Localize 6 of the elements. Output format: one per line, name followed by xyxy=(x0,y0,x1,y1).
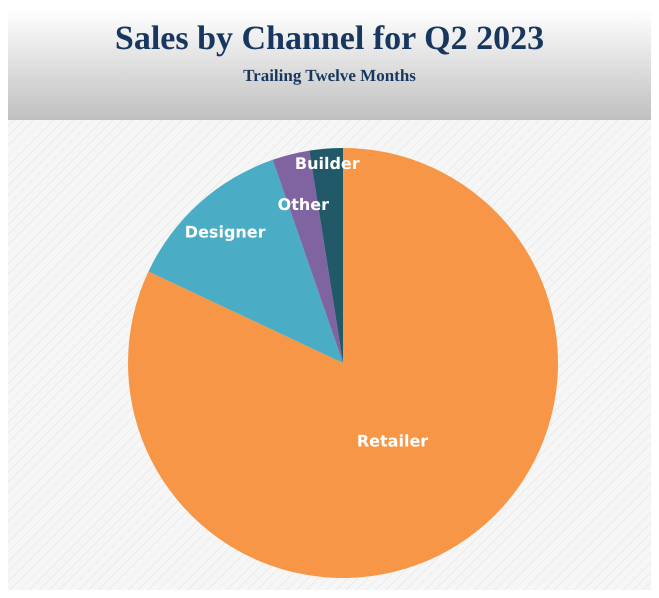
chart-subtitle: Trailing Twelve Months xyxy=(242,66,417,86)
chart-title: Sales by Channel for Q2 2023 xyxy=(114,19,546,58)
slice-label: Builder xyxy=(294,154,360,174)
pie-slice xyxy=(128,148,558,578)
slice-label: Designer xyxy=(184,222,266,242)
slice-label: Retailer xyxy=(356,432,428,451)
